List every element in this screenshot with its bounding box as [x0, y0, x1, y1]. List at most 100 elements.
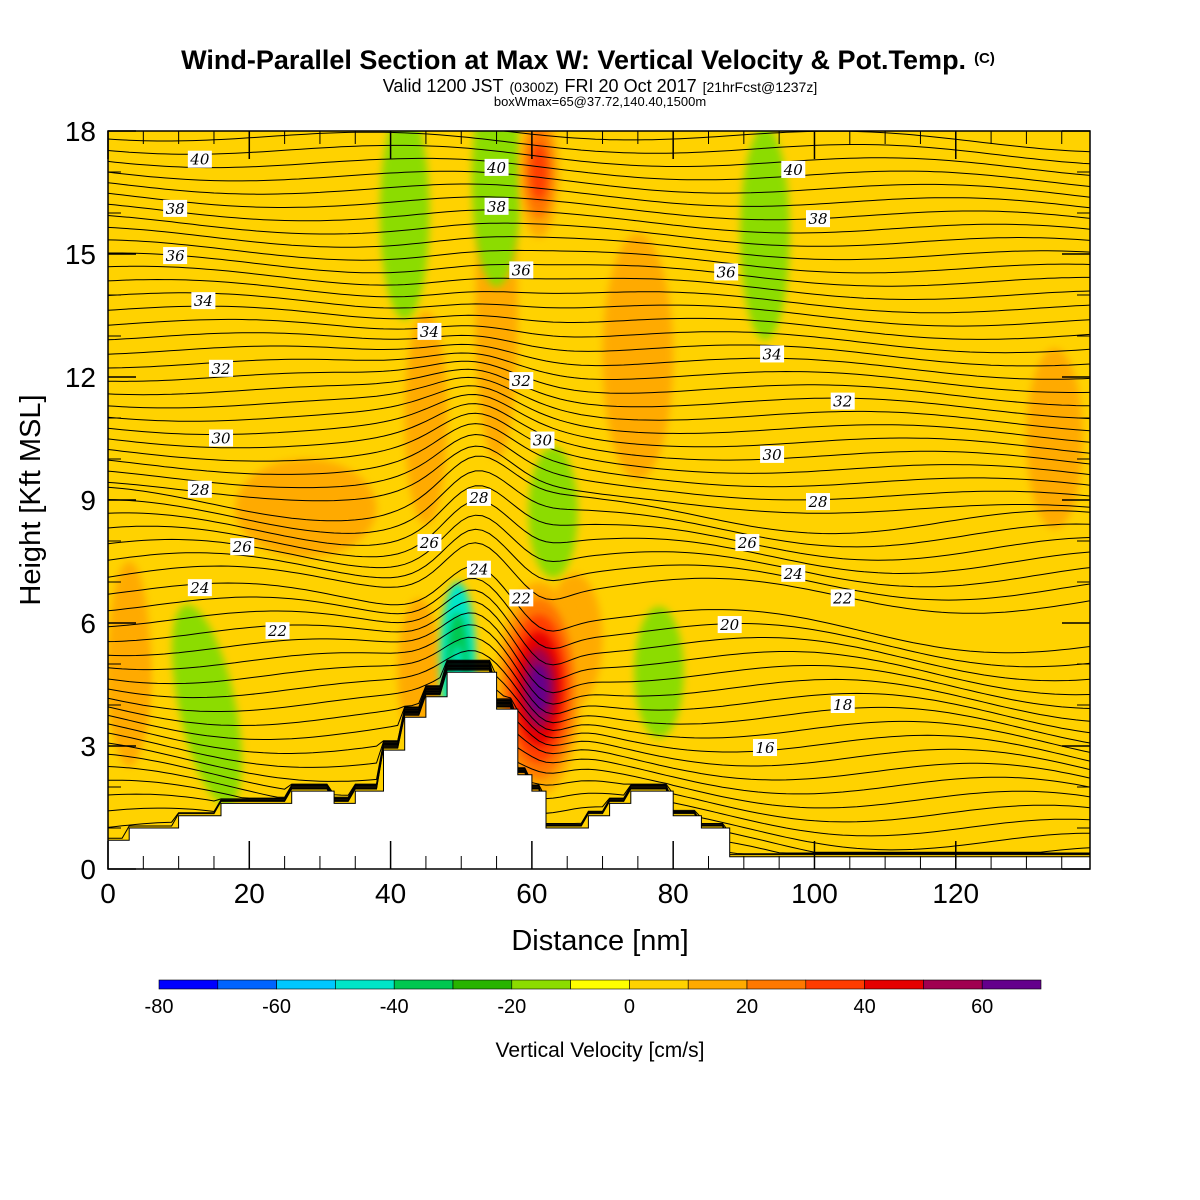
- valid-time: Valid 1200 JST: [383, 76, 504, 96]
- isentrope-label: 22: [509, 589, 534, 607]
- isentrope-label-text: 32: [833, 393, 852, 411]
- colorbar-swatch: [217, 979, 277, 990]
- updraft-0-level-35: [530, 143, 548, 201]
- isentrope-labels: 16 18 20 22 22 22 24 24 24 26 26 26 28 28 28 30 30 30 32 32…: [163, 150, 855, 757]
- isentrope-label-bg: [209, 359, 234, 377]
- isentrope-line: [108, 485, 1090, 561]
- y-tick-label: 18: [65, 116, 96, 147]
- plot-area: [108, 131, 1090, 869]
- isentrope-label-text: 36: [166, 247, 186, 265]
- colorbar-swatch: [864, 979, 924, 990]
- isentrope-line: [108, 433, 1090, 501]
- isentrope-line: [108, 239, 1090, 274]
- isentrope-label: 30: [530, 431, 555, 450]
- isentrope-label: 34: [417, 322, 442, 341]
- colorbar-swatch: [629, 979, 689, 990]
- w-weak-up-4: [602, 233, 674, 480]
- x-tick-label: 120: [932, 878, 979, 909]
- isentrope-label-text: 30: [763, 446, 783, 464]
- isentrope-label-bg: [509, 261, 534, 279]
- x-tick-label: 0: [100, 878, 116, 909]
- colorbar-swatch: [746, 979, 807, 990]
- isentrope-line: [108, 265, 1090, 300]
- isentrope-label-bg: [466, 560, 491, 578]
- isentrope-line: [108, 528, 1090, 601]
- isentrope-label-bg: [466, 488, 491, 506]
- colorbar-swatch: [335, 979, 395, 990]
- isentrope-label-bg: [830, 589, 855, 607]
- isentrope-label-text: 36: [512, 261, 532, 279]
- isentrope-label-bg: [781, 160, 806, 178]
- isentrope-label-bg: [830, 392, 855, 410]
- box-wmax-info: boxWmax=65@37.72,140.40,1500m: [494, 94, 706, 109]
- isentrope-label-text: 24: [783, 565, 803, 583]
- isentrope-label-bg: [714, 263, 739, 281]
- isentrope-label: 22: [265, 622, 290, 640]
- isentrope-line: [108, 131, 1090, 165]
- isentrope-line: [108, 660, 1090, 762]
- isentrope-line: [108, 666, 1090, 851]
- isentrope-label-bg: [417, 322, 442, 340]
- isentrope-line: [108, 661, 1090, 771]
- svg-text:Wind-Parallel Section at Max W: Wind-Parallel Section at Max W: Vertical…: [181, 45, 995, 75]
- isentrope-line: [108, 624, 1090, 722]
- y-tick-label: 0: [80, 854, 96, 885]
- colorbar-swatch: [158, 979, 219, 990]
- isentrope-label: 20: [717, 616, 742, 634]
- isentrope-label-text: 22: [832, 589, 852, 607]
- y-axis-label: Height [Kft MSL]: [15, 394, 47, 605]
- isentrope-label: 16: [753, 739, 778, 757]
- colorbar-swatch: [511, 979, 571, 990]
- isentrope-label: 24: [466, 560, 491, 579]
- isentrope-label-text: 22: [267, 622, 287, 640]
- colorbar-tick-label: -60: [262, 996, 291, 1018]
- isentrope-line: [108, 663, 1090, 795]
- isentrope-label: 34: [191, 292, 216, 310]
- colorbar-swatch: [276, 979, 336, 990]
- colorbar-swatch: [981, 979, 1042, 990]
- svg-text:Valid 1200 JST(0300Z)FRI 20 Oc: Valid 1200 JST (0300Z) FRI 20 Oct 2017 [21h…: [383, 76, 817, 96]
- downdraft-1: [172, 604, 242, 806]
- isentrope-line: [108, 650, 1090, 744]
- isentrope-label: 24: [781, 564, 806, 583]
- isentrope-label-text: 28: [807, 493, 827, 511]
- isentrope-label-bg: [830, 696, 855, 713]
- isentrope-label: 36: [509, 261, 534, 279]
- colorbar-title: Vertical Velocity [cm/s]: [496, 1039, 705, 1062]
- colorbar-tick-label: -20: [497, 996, 526, 1018]
- isentrope-label: 36: [714, 263, 739, 281]
- isentrope-line: [108, 662, 1090, 781]
- isentrope-line: [108, 542, 1090, 614]
- isentrope-line: [108, 215, 1090, 247]
- isentrope-label-text: 28: [189, 481, 209, 499]
- colorbar-tick-label: 60: [971, 996, 993, 1018]
- isentrope-label-bg: [806, 493, 831, 511]
- colorbar-swatch: [687, 979, 748, 990]
- downdraft-4: [380, 131, 430, 320]
- isentrope-label-text: 24: [189, 579, 209, 597]
- isentrope-line: [108, 500, 1090, 575]
- isentrope-label-bg: [187, 480, 212, 498]
- isentrope-line: [108, 352, 1090, 393]
- isentrope-label-bg: [265, 622, 290, 640]
- isentrope-label-text: 40: [486, 159, 507, 177]
- isentrope-label-text: 24: [468, 561, 488, 579]
- isentrope-label: 28: [806, 493, 831, 511]
- isentrope-line: [108, 318, 1090, 354]
- downdraft-3: [740, 131, 790, 341]
- isentrope-line: [108, 577, 1090, 668]
- isentrope-line: [108, 667, 1090, 853]
- valid-date: FRI 20 Oct 2017: [565, 76, 697, 96]
- isentrope-line: [108, 385, 1090, 443]
- downdraft-6: [528, 446, 578, 578]
- colorbar: -80 -60 -40 -20 0 20 40 60: [145, 979, 1042, 1018]
- isentrope-line: [108, 665, 1090, 837]
- isentrope-label-text: 34: [420, 323, 439, 341]
- isentrope-label-bg: [509, 589, 534, 607]
- isentrope-line: [108, 423, 1090, 488]
- isentrope-lines: [108, 131, 1090, 856]
- isentrope-line: [108, 412, 1090, 476]
- isentrope-label-bg: [760, 345, 785, 363]
- colorbar-tick-label: 20: [736, 996, 758, 1018]
